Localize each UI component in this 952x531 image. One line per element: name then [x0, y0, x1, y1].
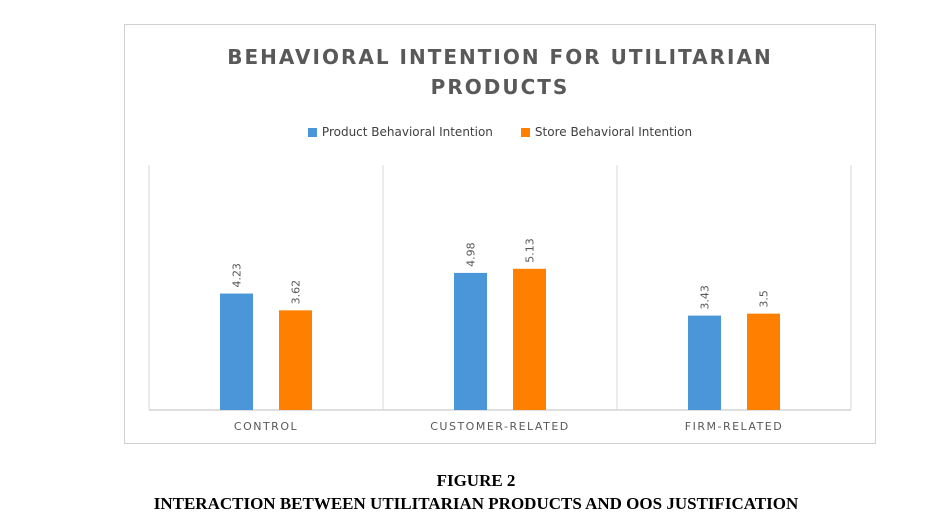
chart-plot: 4.23 3.62 CONTROL 4.98 5.13 CUSTOMER-RELATED 3…: [148, 165, 852, 433]
chart-title-line1: BEHAVIORAL INTENTION FOR UTILITARIAN: [227, 45, 773, 69]
data-label: 3.62: [290, 280, 303, 305]
chart-title-line2: PRODUCTS: [430, 75, 570, 99]
bar-store: [513, 268, 546, 410]
figure-number: FIGURE 2: [436, 471, 516, 490]
legend-label-product: Product Behavioral Intention: [321, 125, 493, 139]
bar-product: [688, 315, 721, 410]
bar-store: [747, 313, 780, 410]
category-label: CUSTOMER-RELATED: [430, 420, 569, 433]
category-label: FIRM-RELATED: [685, 420, 783, 433]
figure-caption: INTERACTION BETWEEN UTILITARIAN PRODUCTS…: [153, 494, 799, 513]
data-label: 4.23: [231, 263, 244, 288]
data-label: 3.5: [758, 290, 771, 308]
legend-swatch-store: [520, 127, 530, 137]
category-label: CONTROL: [234, 420, 298, 433]
chart-frame: BEHAVIORAL INTENTION FOR UTILITARIAN PRO…: [124, 24, 876, 444]
bar-product: [220, 293, 253, 410]
legend-swatch-product: [307, 127, 317, 137]
data-label: 4.98: [465, 242, 478, 266]
legend-item-product: Product Behavioral Intention: [307, 125, 493, 139]
data-label: 5.13: [524, 238, 537, 262]
chart-legend: Product Behavioral Intention Store Behav…: [125, 125, 875, 139]
data-label: 3.43: [699, 285, 712, 310]
legend-item-store: Store Behavioral Intention: [520, 125, 693, 139]
legend-label-store: Store Behavioral Intention: [534, 125, 693, 139]
bar-store: [279, 310, 312, 410]
bar-product: [454, 272, 487, 410]
